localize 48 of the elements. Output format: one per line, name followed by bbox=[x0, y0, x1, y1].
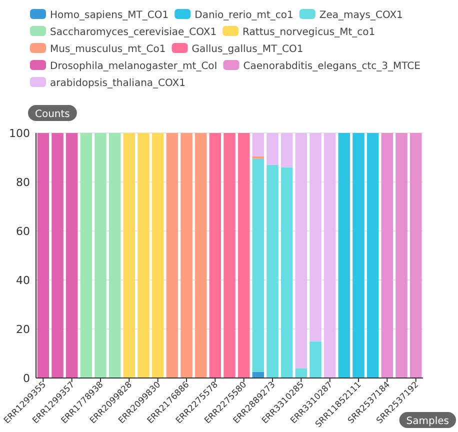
legend-label: Drosophila_melanogaster_mt_CoI bbox=[50, 61, 218, 72]
bar bbox=[152, 133, 164, 378]
bar bbox=[310, 341, 322, 378]
legend-label: Danio_rerio_mt_co1 bbox=[194, 10, 294, 21]
bar bbox=[295, 133, 308, 368]
bar bbox=[252, 133, 264, 156]
bar bbox=[266, 133, 278, 165]
bar bbox=[280, 167, 293, 378]
legend-label: Homo_sapiens_MT_CO1 bbox=[50, 10, 169, 21]
bar bbox=[80, 133, 92, 378]
y-tick-label: 60 bbox=[16, 225, 30, 238]
y-tick-label: 80 bbox=[16, 176, 30, 189]
bar bbox=[366, 133, 379, 378]
bar bbox=[94, 133, 106, 378]
bar bbox=[310, 133, 322, 342]
bar bbox=[338, 133, 350, 378]
bar bbox=[66, 133, 78, 378]
bar bbox=[295, 368, 308, 378]
bar bbox=[238, 133, 250, 378]
bar bbox=[209, 133, 222, 378]
y-tick-label: 40 bbox=[16, 274, 30, 287]
y-tick-label: 0 bbox=[23, 372, 30, 385]
legend-label: Rattus_norvegicus_Mt_co1 bbox=[242, 27, 376, 38]
bar bbox=[252, 158, 264, 372]
bar bbox=[52, 133, 64, 378]
bar bbox=[280, 133, 293, 168]
legend-label: Mus_musculus_mt_Co1 bbox=[50, 44, 166, 55]
legend-label: Caenorabditis_elegans_ctc_3_MTCE bbox=[243, 61, 420, 72]
bar bbox=[138, 133, 150, 378]
legend-label: Zea_mays_COX1 bbox=[319, 10, 403, 21]
bar bbox=[224, 133, 236, 378]
bar bbox=[266, 164, 278, 378]
legend-label: Saccharomyces_cerevisiae_COX1 bbox=[50, 27, 217, 38]
bar bbox=[324, 133, 336, 378]
bar bbox=[166, 133, 178, 378]
bar bbox=[180, 133, 192, 378]
y-axis-title: Counts bbox=[34, 109, 70, 120]
y-tick-label: 20 bbox=[16, 323, 30, 336]
bar bbox=[396, 133, 408, 378]
bar bbox=[381, 133, 394, 378]
bar bbox=[194, 133, 207, 378]
bar bbox=[410, 133, 422, 378]
bar bbox=[123, 133, 136, 378]
legend-label: arabidopsis_thaliana_COX1 bbox=[50, 78, 186, 89]
bar bbox=[352, 133, 364, 378]
bar bbox=[108, 133, 121, 378]
y-tick-label: 100 bbox=[9, 127, 30, 140]
legend-label: Gallus_gallus_MT_CO1 bbox=[192, 44, 304, 55]
